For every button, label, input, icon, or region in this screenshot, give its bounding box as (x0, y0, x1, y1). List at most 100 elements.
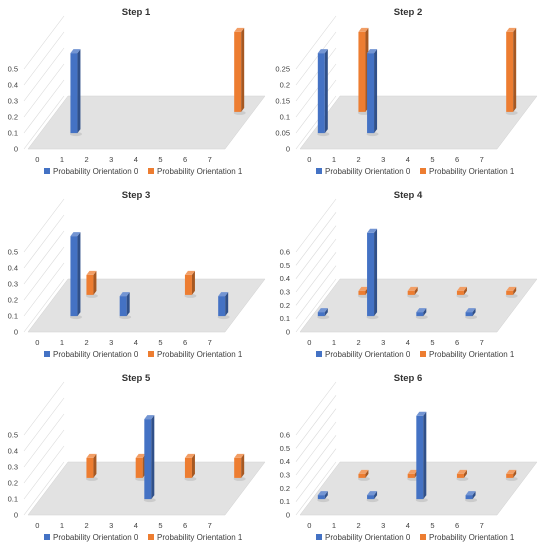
chart-svg: Step 6 0 0.1 0.2 0.3 0.4 0.5 0.6 0 1 2 3 4 5 6 7 Probabi… (280, 373, 538, 542)
y-tick-label: 0.05 (275, 129, 290, 138)
gridline (23, 413, 65, 468)
x-tick-label: 3 (381, 521, 385, 530)
chart-title: Step 4 (394, 190, 423, 201)
legend-swatch (316, 168, 322, 174)
chart-panel: Step 5 0 0.1 0.2 0.3 0.4 0.5 0 1 2 3 4 5 6 7 Probabilit… (0, 366, 272, 549)
gridline (23, 214, 65, 269)
x-tick-label: 3 (109, 521, 113, 530)
x-tick-label: 5 (430, 155, 434, 164)
legend-swatch (316, 534, 322, 540)
y-tick-label: 0.4 (8, 447, 18, 456)
chart-svg: Step 1 0 0.1 0.2 0.3 0.4 0.5 0 1 2 3 4 5 6 7 Probabilit… (8, 7, 266, 176)
gridline (23, 429, 65, 484)
chart-svg: Step 2 0 0.05 0.1 0.15 0.2 0.25 0 1 2 3 4 5 6 7 Probabi… (275, 7, 538, 176)
gridline (295, 63, 337, 118)
bar-orientation-1 (184, 270, 197, 298)
y-tick-label: 0.3 (8, 97, 18, 106)
chart-floor (299, 95, 538, 150)
gridline (295, 252, 337, 306)
x-tick-label: 2 (84, 521, 88, 530)
gridline (23, 198, 65, 253)
bar-orientation-1 (505, 286, 518, 298)
gridline (23, 461, 65, 516)
gridline (295, 278, 337, 333)
legend-label: Probability Orientation 0 (325, 533, 411, 542)
gridline (295, 225, 337, 279)
y-tick-label: 0 (286, 145, 290, 154)
legend-swatch (420, 534, 426, 540)
x-tick-label: 7 (480, 155, 484, 164)
x-tick-label: 4 (134, 521, 138, 530)
y-tick-label: 0.3 (280, 471, 290, 480)
chart-title: Step 1 (122, 7, 151, 18)
bar-orientation-0 (415, 308, 428, 320)
legend-label: Probability Orientation 1 (157, 533, 243, 542)
x-tick-label: 2 (356, 338, 360, 347)
x-tick-label: 5 (430, 521, 434, 530)
x-tick-label: 2 (356, 521, 360, 530)
y-tick-label: 0.5 (280, 444, 290, 453)
gridline (23, 31, 65, 86)
gridline (23, 63, 65, 118)
x-tick-label: 6 (183, 155, 187, 164)
x-tick-label: 7 (208, 521, 212, 530)
x-tick-label: 0 (35, 338, 39, 347)
chart-svg: Step 4 0 0.1 0.2 0.3 0.4 0.5 0.6 0 1 2 3 4 5 6 7 Probabi… (280, 190, 538, 359)
legend-label: Probability Orientation 1 (157, 167, 243, 176)
legend-swatch (44, 168, 50, 174)
gridline (23, 381, 65, 436)
gridline (23, 262, 65, 317)
chart-panel: Step 1 0 0.1 0.2 0.3 0.4 0.5 0 1 2 3 4 5 6 7 Probabilit… (0, 0, 272, 183)
x-tick-label: 4 (134, 338, 138, 347)
y-tick-label: 0 (286, 328, 290, 337)
gridline (295, 435, 337, 489)
gridline (23, 15, 65, 70)
bar-orientation-0 (366, 228, 379, 320)
y-tick-label: 0.1 (8, 495, 18, 504)
y-tick-label: 0.3 (8, 280, 18, 289)
x-tick-label: 1 (332, 155, 336, 164)
gridline (23, 397, 65, 452)
chart-panel: Step 3 0 0.1 0.2 0.3 0.4 0.5 0 1 2 3 4 5 6 7 Probabilit… (0, 183, 272, 366)
legend-label: Probability Orientation 1 (429, 533, 515, 542)
y-tick-label: 0.1 (280, 113, 290, 122)
x-tick-label: 5 (158, 521, 162, 530)
gridline (23, 445, 65, 500)
legend-label: Probability Orientation 0 (325, 350, 411, 359)
legend-label: Probability Orientation 0 (53, 350, 139, 359)
bar-orientation-1 (407, 286, 420, 298)
x-tick-label: 6 (183, 521, 187, 530)
gridline (295, 265, 337, 319)
x-tick-label: 5 (158, 155, 162, 164)
bar-orientation-1 (233, 27, 246, 115)
bar-orientation-1 (505, 27, 518, 115)
legend-swatch (420, 351, 426, 357)
y-tick-label: 0.2 (8, 113, 18, 122)
bar-orientation-0 (317, 49, 330, 137)
chart-svg: Step 3 0 0.1 0.2 0.3 0.4 0.5 0 1 2 3 4 5 6 7 Probabilit… (8, 190, 266, 359)
x-tick-label: 2 (84, 155, 88, 164)
legend-label: Probability Orientation 1 (429, 167, 515, 176)
legend-label: Probability Orientation 0 (53, 533, 139, 542)
gridline (295, 448, 337, 502)
legend-swatch (148, 351, 154, 357)
bar-orientation-0 (465, 491, 478, 503)
y-tick-label: 0.2 (8, 479, 18, 488)
x-tick-label: 0 (35, 155, 39, 164)
chart-floor (299, 278, 538, 333)
y-tick-label: 0.3 (280, 288, 290, 297)
legend-swatch (148, 168, 154, 174)
bar-orientation-1 (85, 453, 98, 481)
gridline (295, 31, 337, 86)
x-tick-label: 2 (356, 155, 360, 164)
y-tick-label: 0.1 (280, 314, 290, 323)
x-tick-label: 0 (307, 338, 311, 347)
bar-orientation-0 (143, 415, 156, 503)
gridline (295, 395, 337, 449)
legend-label: Probability Orientation 0 (53, 167, 139, 176)
x-tick-label: 0 (35, 521, 39, 530)
legend-swatch (44, 351, 50, 357)
x-tick-label: 3 (109, 155, 113, 164)
bar-orientation-0 (415, 411, 428, 503)
y-tick-label: 0.1 (280, 497, 290, 506)
